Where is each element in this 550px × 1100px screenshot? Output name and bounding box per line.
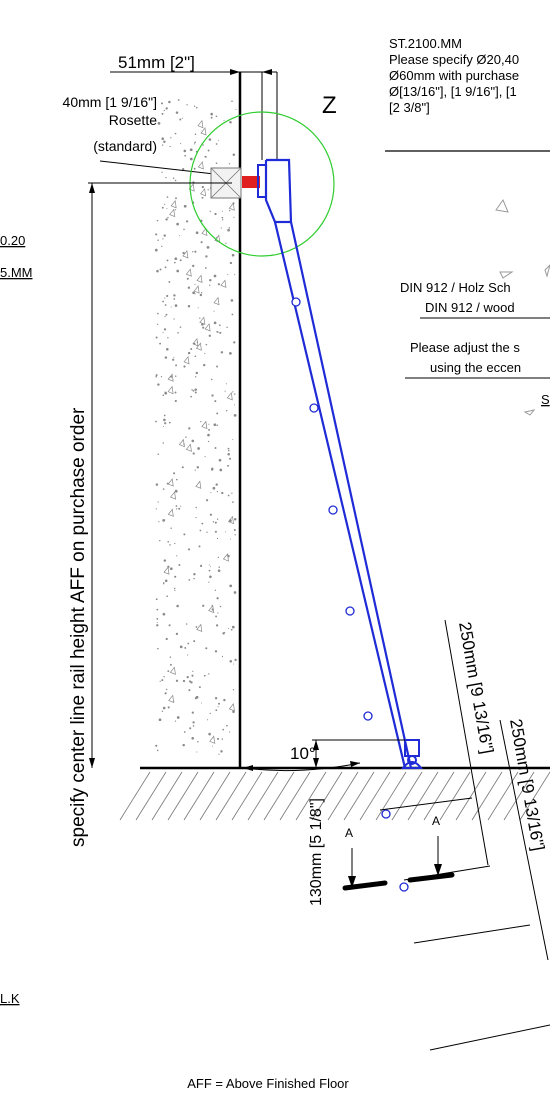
footer-note: AFF = Above Finished Floor	[187, 1076, 349, 1091]
section-marks: A A	[342, 814, 455, 891]
handrail	[264, 158, 424, 892]
din-en: DIN 912 / wood	[425, 300, 515, 315]
note-line3: Ø[13/16"], [1 9/16"], [1	[389, 84, 517, 99]
left-fragment-2: 5.MM	[0, 265, 33, 280]
floor	[119, 766, 550, 821]
height-label: specify center line rail height AFF on p…	[68, 407, 89, 847]
dimension-spacing: 250mm [9 13/16"] 250mm [9 13/16"]	[379, 619, 550, 1051]
wall-bracket	[210, 164, 267, 199]
dim-130mm: 130mm [5 1/8"]	[308, 798, 325, 906]
note-line1: Please specify Ø20,40	[389, 52, 519, 67]
angle-text: 10°	[290, 744, 316, 763]
note-s: S	[541, 392, 550, 407]
dimension-bottom: 130mm [5 1/8"]	[308, 739, 405, 906]
right-concrete-marks	[495, 198, 550, 416]
rosette-name-text: Rosette	[109, 112, 157, 128]
din-de: DIN 912 / Holz Sch	[400, 280, 511, 295]
angle-dimension: 10°	[242, 744, 361, 772]
bolt	[242, 176, 260, 188]
section-a-right: A	[432, 814, 440, 828]
concrete-wall	[152, 98, 240, 768]
dimension-height: specify center line rail height AFF on p…	[68, 182, 232, 847]
left-fragment-3: L.K	[0, 991, 20, 1006]
notes-block: ST.2100.MM Please specify Ø20,40 Ø60mm w…	[385, 36, 550, 416]
rosette-size-text: 40mm [1 9/16"]	[63, 94, 157, 110]
note-line2: Ø60mm with purchase	[389, 68, 519, 83]
rosette-label: 40mm [1 9/16"] Rosette (standard)	[63, 94, 233, 177]
detail-circle	[189, 111, 335, 257]
dimension-top: 51mm [2"]	[110, 53, 278, 160]
dim-51mm: 51mm [2"]	[118, 53, 195, 72]
note-line4: [2 3/8"]	[389, 100, 430, 115]
rosette-std-text: (standard)	[93, 138, 157, 154]
dim-250mm-a: 250mm [9 13/16"]	[455, 620, 497, 755]
section-a-left: A	[345, 826, 353, 840]
adjust-2: using the eccen	[430, 360, 521, 375]
left-fragment-1: 0.20	[0, 233, 25, 248]
note-code: ST.2100.MM	[389, 36, 462, 51]
detail-z-label: Z	[322, 92, 337, 119]
adjust-1: Please adjust the s	[410, 340, 520, 355]
